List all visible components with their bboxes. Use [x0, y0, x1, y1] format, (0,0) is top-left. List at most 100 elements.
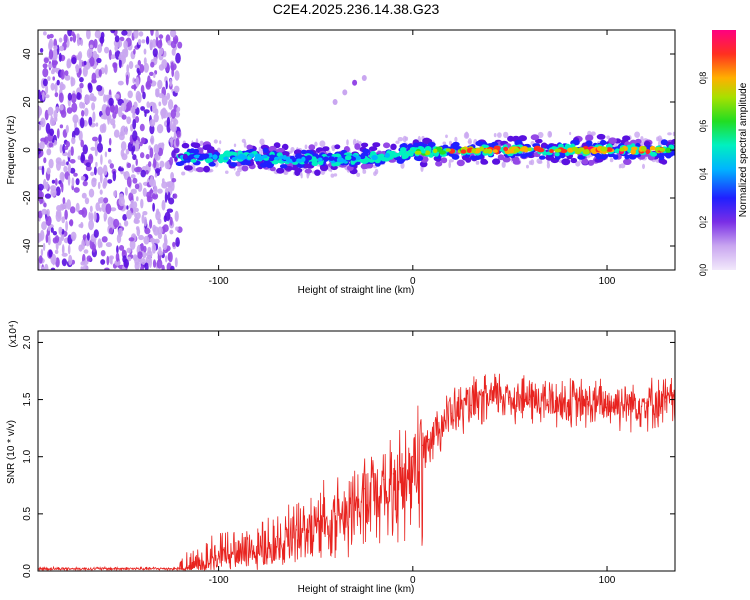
signal-blob — [304, 168, 312, 174]
halo-blob — [569, 131, 572, 136]
noise-blob — [94, 30, 101, 39]
halo-blob — [547, 130, 552, 138]
signal-blob — [442, 144, 449, 149]
signal-blob — [413, 155, 422, 161]
y-tick-label: 40 — [22, 48, 33, 60]
noise-blob — [48, 249, 53, 258]
noise-blob — [169, 120, 173, 131]
snr-data-point — [431, 433, 433, 435]
noise-blob — [59, 45, 64, 52]
noise-blob — [59, 144, 63, 154]
signal-blob — [371, 154, 378, 161]
noise-blob — [118, 58, 122, 69]
noise-blob — [71, 57, 77, 64]
noise-blob — [110, 207, 117, 212]
noise-blob — [176, 130, 181, 138]
noise-blob — [126, 101, 131, 112]
noise-blob — [175, 137, 180, 147]
noise-blob — [164, 192, 168, 203]
noise-blob — [149, 219, 153, 229]
noise-blob — [76, 33, 80, 40]
noise-blob — [150, 61, 155, 68]
noise-blob — [170, 109, 176, 119]
colorbar-ticks: 0.0 0.2 0.4 0.6 0.8 — [698, 72, 708, 276]
signal-blob — [236, 155, 243, 160]
halo-blob — [634, 131, 640, 138]
noise-blob — [80, 38, 84, 47]
signal-blob — [379, 153, 385, 159]
signal-blob — [336, 157, 344, 163]
noise-blob — [126, 64, 130, 73]
signal-blob — [600, 146, 608, 152]
noise-blob — [120, 102, 127, 112]
noise-blob — [149, 189, 154, 194]
signal-blob — [622, 135, 631, 141]
noise-blob — [157, 232, 163, 240]
colorbar-gradient — [712, 30, 736, 270]
signal-blob — [241, 165, 249, 172]
noise-blob — [156, 40, 163, 49]
noise-blob — [96, 57, 102, 64]
noise-blob — [108, 49, 112, 61]
signal-blob — [626, 144, 633, 149]
noise-blob — [58, 226, 63, 234]
noise-blob — [40, 197, 44, 204]
noise-blob — [161, 95, 168, 106]
signal-blob — [259, 162, 268, 168]
noise-blob — [78, 209, 85, 215]
noise-blob — [174, 257, 178, 268]
noise-blob — [135, 139, 140, 151]
noise-blob — [55, 157, 62, 165]
noise-blob — [78, 223, 84, 228]
halo-blob — [528, 160, 533, 165]
noise-blob — [155, 168, 161, 174]
noise-blob — [151, 102, 157, 114]
signal-blob — [188, 154, 194, 160]
snr-data-point — [276, 536, 278, 538]
noise-blob — [38, 210, 43, 219]
noise-blob — [38, 261, 41, 270]
noise-blob — [173, 131, 177, 140]
noise-blob — [70, 146, 74, 157]
noise-blob — [152, 259, 157, 268]
snr-axes: -100 0 100 0.0 0.5 1.0 1.5 2.0 — [22, 331, 675, 586]
noise-blob — [150, 135, 155, 145]
signal-blob — [427, 141, 436, 148]
noise-blob — [133, 48, 136, 55]
signal-blob — [519, 148, 527, 152]
noise-blob — [48, 49, 54, 60]
noise-blob — [97, 166, 104, 176]
noise-blob — [142, 211, 148, 216]
snr-data-point — [509, 396, 511, 398]
snr-data-point — [315, 519, 317, 521]
snr-data-point — [606, 403, 608, 405]
noise-blob — [56, 205, 62, 212]
noise-blob — [46, 34, 51, 39]
signal-blob — [628, 154, 637, 160]
noise-blob — [139, 64, 145, 73]
noise-blob — [91, 72, 97, 83]
noise-blob — [79, 82, 84, 89]
noise-blob — [102, 164, 108, 176]
signal-blob — [539, 155, 546, 160]
noise-blob — [162, 224, 169, 233]
noise-blob — [92, 111, 96, 123]
noise-blob — [132, 77, 136, 84]
noise-blob — [83, 249, 89, 254]
noise-blob — [153, 113, 159, 123]
signal-blob — [372, 142, 381, 148]
noise-blob — [174, 70, 180, 81]
noise-blob — [144, 227, 151, 235]
colorbar-label: Normalized spectral amplitude — [738, 82, 749, 217]
noise-blob — [161, 199, 166, 211]
noise-blob — [170, 136, 173, 148]
signal-blob — [509, 149, 514, 154]
halo-blob — [546, 162, 551, 169]
snr-data-point — [470, 404, 472, 406]
noise-blob — [93, 229, 99, 238]
noise-blob — [52, 76, 55, 81]
noise-blob — [46, 208, 50, 217]
noise-blob — [100, 154, 103, 166]
noise-blob — [79, 68, 82, 75]
